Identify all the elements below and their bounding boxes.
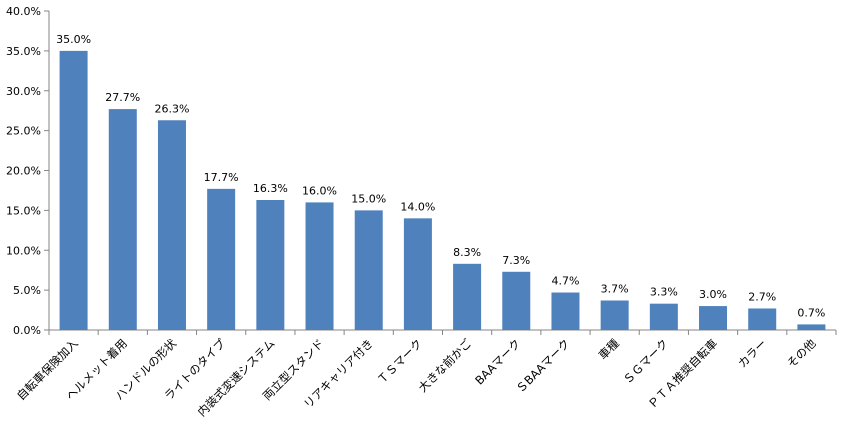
data-label: 14.0% xyxy=(400,200,435,213)
bar xyxy=(649,303,678,330)
bar xyxy=(748,308,777,330)
bar xyxy=(453,263,482,330)
bar xyxy=(797,324,826,330)
data-label: 2.7% xyxy=(748,290,776,303)
data-label: 3.7% xyxy=(601,282,629,295)
bar xyxy=(699,306,728,330)
y-tick-label: 30.0% xyxy=(6,85,41,98)
data-label: 26.3% xyxy=(154,102,189,115)
data-label: 27.7% xyxy=(105,91,140,104)
bar xyxy=(502,271,531,330)
data-label: 3.3% xyxy=(650,286,678,299)
data-label: 3.0% xyxy=(699,288,727,301)
category-label: 車種 xyxy=(596,336,623,363)
category-label: その他 xyxy=(784,336,819,371)
y-tick-label: 35.0% xyxy=(6,45,41,58)
y-tick-label: 20.0% xyxy=(6,165,41,178)
bar xyxy=(59,50,88,330)
category-label: 大きな前かご xyxy=(416,336,475,395)
y-tick-label: 5.0% xyxy=(13,284,41,297)
bar xyxy=(157,120,186,330)
bar xyxy=(403,218,432,330)
category-label: ＴＳマーク xyxy=(374,336,425,387)
bar xyxy=(207,188,236,330)
bar xyxy=(256,200,285,330)
data-labels: 35.0% 27.7% 26.3% 17.7% 16.3% 16.0% 15.0% 14.0%… xyxy=(56,33,825,320)
category-label: カラー xyxy=(735,336,769,370)
bar xyxy=(305,202,334,330)
bar xyxy=(600,300,629,330)
data-label: 35.0% xyxy=(56,33,91,46)
data-label: 8.3% xyxy=(453,246,481,259)
category-label: ＳＧマーク xyxy=(620,336,671,387)
data-label: 15.0% xyxy=(351,192,386,205)
data-label: 16.0% xyxy=(302,184,337,197)
bars xyxy=(59,50,826,330)
bar xyxy=(354,210,383,330)
data-label: 4.7% xyxy=(551,275,579,288)
bar xyxy=(108,109,137,330)
y-tick-label: 10.0% xyxy=(6,244,41,257)
data-label: 0.7% xyxy=(797,306,825,319)
y-tick-label: 25.0% xyxy=(6,125,41,138)
category-label: BAAマーク xyxy=(472,336,523,387)
y-axis-ticks: 0.0% 5.0% 10.0% 15.0% 20.0% 25.0% 30.0% 35.0% 40… xyxy=(6,5,49,337)
data-label: 7.3% xyxy=(502,254,530,267)
bar xyxy=(551,292,580,330)
data-label: 17.7% xyxy=(204,171,239,184)
y-tick-label: 40.0% xyxy=(6,5,41,18)
x-axis-categories: 自転車保険加入ヘルメット着用ハンドルの形状ライトのタイプ内装式変速システム両立型… xyxy=(14,336,819,419)
data-label: 16.3% xyxy=(253,182,288,195)
y-tick-label: 15.0% xyxy=(6,204,41,217)
y-tick-label: 0.0% xyxy=(13,324,41,337)
